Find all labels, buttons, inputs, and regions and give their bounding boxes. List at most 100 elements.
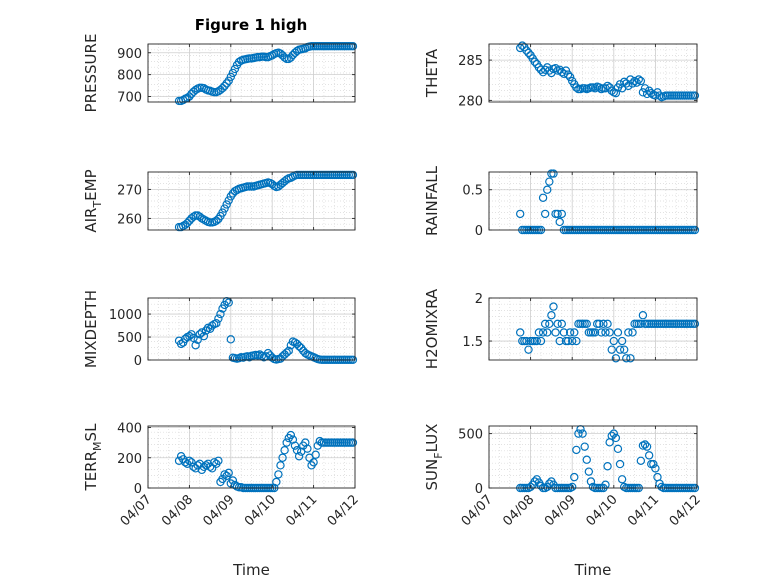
data-point — [286, 53, 296, 62]
data-point — [568, 336, 577, 346]
data-point — [626, 354, 635, 363]
data-point — [545, 319, 554, 329]
y-axis-label: PRESSURE — [82, 34, 100, 113]
figure-title: Figure 1 high — [195, 16, 308, 34]
y-tick-label: 0 — [134, 354, 142, 369]
data-point — [551, 328, 560, 337]
data-point — [224, 298, 233, 307]
y-axis-label: SUNFLUX — [423, 424, 445, 491]
data-point — [212, 216, 221, 225]
data-point — [647, 88, 656, 98]
data-point — [193, 461, 202, 470]
data-point — [538, 193, 548, 202]
data-point — [595, 319, 604, 329]
data-point — [224, 468, 233, 478]
data-point — [522, 46, 531, 55]
data-point — [210, 458, 219, 467]
data-point — [607, 345, 616, 354]
x-tick-label: 04/12 — [325, 492, 362, 529]
data-point — [536, 336, 546, 346]
data-point — [628, 328, 637, 337]
y-tick-label: 280 — [458, 94, 483, 109]
data-point — [226, 72, 235, 82]
data-point — [555, 336, 564, 346]
data-point — [561, 66, 571, 75]
data-point — [580, 442, 589, 451]
y-axis-label-main: AIR — [82, 208, 100, 233]
data-point — [638, 311, 648, 320]
data-point — [524, 48, 533, 58]
data-point — [617, 475, 627, 484]
data-point — [655, 91, 664, 100]
x-tick-label: 04/10 — [584, 492, 621, 529]
data-point — [228, 68, 238, 78]
y-axis-label-main: THETA — [423, 48, 441, 98]
y-axis-label: H2OMIXRA — [423, 288, 441, 369]
x-axis-label: Time — [232, 561, 270, 579]
data-point — [348, 41, 358, 51]
data-point — [613, 444, 623, 454]
data-point — [274, 470, 283, 479]
data-point — [630, 76, 639, 86]
subplot-mixdepth: 0 500 1000 MIXDEPTH — [82, 290, 358, 369]
data-point — [568, 482, 577, 492]
axes-box — [147, 171, 356, 231]
data-point — [545, 479, 554, 488]
data-point — [282, 348, 291, 357]
data-point — [563, 70, 573, 79]
axes-box — [488, 43, 698, 103]
data-point — [597, 328, 606, 337]
y-axis-label-tail: LUX — [423, 424, 441, 453]
data-point — [634, 75, 643, 84]
subplot-terr_msl: 0 200 400 04/07 04/08 04/09 04/10 04/11 04/12 Tim… — [82, 422, 362, 579]
data-point — [226, 335, 235, 344]
data-point — [181, 334, 190, 344]
axes-box — [147, 43, 356, 103]
data-point — [193, 335, 202, 344]
x-tick-label: 04/09 — [201, 492, 238, 529]
y-tick-label: 0.5 — [462, 184, 483, 199]
data-point — [622, 354, 631, 363]
y-tick-label: 1.5 — [462, 335, 483, 350]
data-point — [536, 481, 546, 491]
x-tick-label: 04/09 — [542, 492, 579, 529]
y-axis-label-main: TERR — [82, 451, 100, 492]
y-tick-label: 285 — [458, 54, 483, 69]
axes-box — [147, 425, 356, 489]
subplot-theta: 280 285 THETA — [423, 41, 700, 109]
data-point — [185, 331, 194, 341]
data-point — [272, 477, 281, 487]
subplot-pressure: 700 800 900 PRESSURE — [82, 34, 358, 113]
data-point — [290, 441, 300, 450]
data-point — [651, 464, 660, 473]
y-axis-label-main: PRESSURE — [82, 34, 100, 113]
data-point — [199, 331, 209, 341]
data-point — [549, 169, 558, 178]
data-point — [516, 328, 525, 337]
data-point — [530, 57, 539, 66]
data-point — [280, 53, 289, 62]
data-point — [303, 444, 312, 453]
data-point — [572, 336, 581, 346]
data-point — [547, 311, 556, 320]
data-point — [222, 79, 231, 88]
data-point — [276, 461, 285, 470]
data-point — [570, 472, 579, 482]
data-point — [628, 79, 637, 88]
data-point — [605, 328, 614, 337]
data-point — [565, 328, 575, 337]
x-tick-label: 04/12 — [667, 492, 704, 529]
y-axis-label: MIXDEPTH — [82, 290, 100, 368]
data-point — [530, 477, 539, 486]
data-point — [220, 204, 229, 213]
x-tick-label: 04/11 — [283, 492, 320, 529]
data-point — [315, 436, 325, 446]
data-point — [576, 425, 585, 434]
y-axis-label-main: RAINFALL — [423, 165, 441, 236]
data-point — [565, 72, 575, 82]
data-point — [294, 342, 304, 351]
data-point — [191, 341, 200, 350]
x-tick-label: 04/07 — [118, 492, 155, 529]
data-point — [638, 88, 648, 97]
